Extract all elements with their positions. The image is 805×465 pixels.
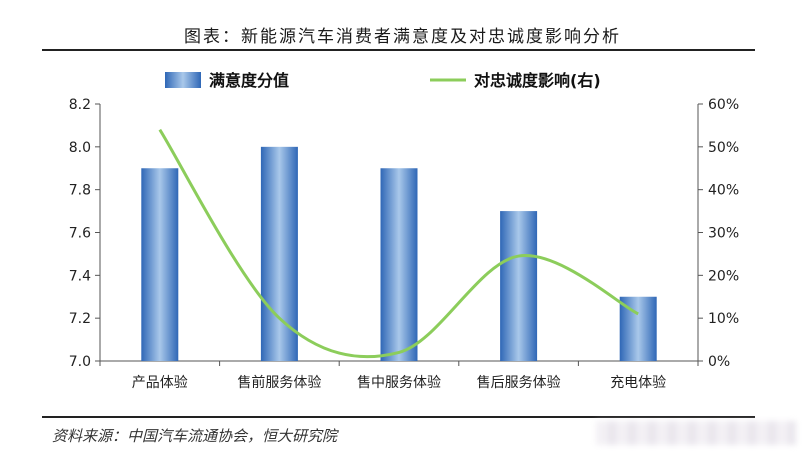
legend-label-line: 对忠诚度影响(右): [474, 71, 601, 90]
x-tick-label: 售中服务体验: [357, 375, 441, 391]
footer-divider: [42, 416, 755, 418]
x-tick-label: 售前服务体验: [237, 374, 321, 391]
axes: 7.0 7.2 7.4 7.6 7.8 8.0 8.2 0% 10% 20% 30% 40% 50% 60…: [69, 97, 739, 391]
y-right-tick-label: 30%: [708, 226, 739, 242]
line-series: [158, 128, 639, 359]
y-left-tick-label: 7.2: [69, 311, 91, 327]
y-right-tick-label: 20%: [708, 268, 739, 284]
y-left-tick-label: 7.6: [69, 226, 91, 242]
title-divider: [42, 49, 755, 51]
page-title: 图表：新能源汽车消费者满意度及对忠诚度影响分析: [184, 27, 621, 47]
x-tick-label: 充电体验: [610, 375, 666, 391]
x-tick-label: 产品体验: [132, 375, 188, 391]
y-left-tick-label: 7.4: [69, 268, 91, 284]
y-right-tick-label: 10%: [708, 311, 739, 327]
y-left-tick-label: 7.8: [69, 183, 91, 199]
y-right-tick-label: 60%: [708, 97, 739, 113]
x-tick-label: 售后服务体验: [477, 375, 561, 391]
y-left-tick-label: 8.2: [69, 97, 91, 113]
legend: 满意度分值 对忠诚度影响(右): [165, 71, 601, 90]
bars: [141, 146, 657, 361]
bar: [500, 211, 538, 361]
bar: [260, 146, 298, 361]
y-right-tick-label: 50%: [708, 140, 739, 156]
y-left-tick-label: 7.0: [69, 354, 91, 370]
bar: [380, 168, 418, 361]
y-right-tick-label: 40%: [708, 183, 739, 199]
bar: [141, 168, 179, 361]
legend-label-bar: 满意度分值: [209, 71, 289, 90]
y-left-tick-label: 8.0: [69, 140, 91, 156]
source-note: 资料来源：中国汽车流通协会，恒大研究院: [52, 427, 338, 445]
watermark: [596, 421, 796, 445]
legend-swatch-bar: [165, 72, 201, 88]
series-line: [158, 128, 639, 359]
y-right-tick-label: 0%: [708, 354, 730, 370]
